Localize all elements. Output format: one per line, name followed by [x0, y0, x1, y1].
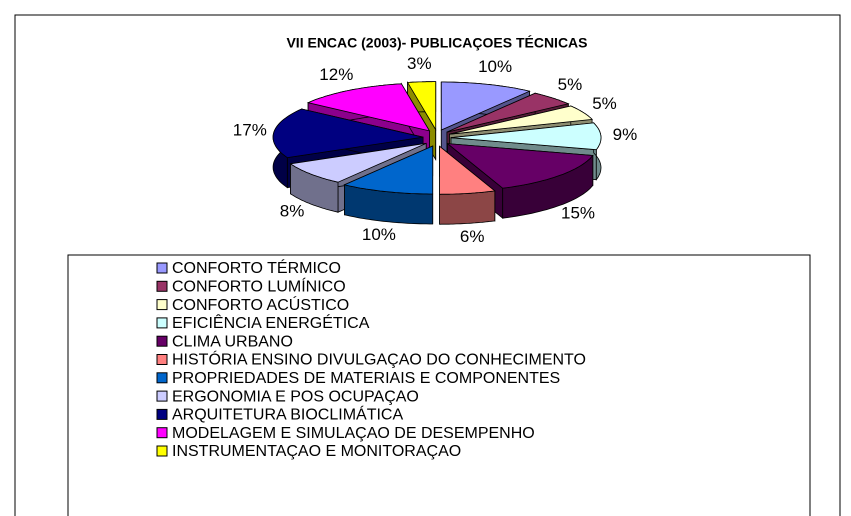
- legend-label: PROPRIEDADES DE MATERIAIS E COMPONENTES: [172, 370, 560, 387]
- pie-slice-group: [343, 145, 434, 225]
- legend-swatch: [156, 317, 168, 329]
- legend-swatch: [156, 335, 168, 347]
- legend-label: ERGONOMIA E POS OCUPAÇAO: [172, 388, 419, 405]
- data-label: 8%: [280, 202, 305, 221]
- legend-swatch: [156, 408, 168, 420]
- data-label: 17%: [233, 120, 267, 139]
- data-label: 6%: [460, 227, 485, 246]
- pie-slice: [449, 105, 593, 135]
- pie-slice: [406, 81, 437, 132]
- legend-box: [67, 254, 811, 516]
- legend-label: EFICIÊNCIA ENERGÉTICA: [172, 313, 370, 332]
- legend-swatch: [156, 390, 168, 402]
- data-label: 12%: [319, 65, 353, 84]
- pie-slice: [439, 145, 496, 195]
- legend-swatch: [156, 445, 168, 457]
- pie-slice: [450, 122, 602, 151]
- pie-slice: [446, 143, 594, 189]
- legend-label: INSTRUMENTAÇAO E MONITORAÇAO: [172, 443, 461, 460]
- data-label: 10%: [478, 57, 512, 76]
- legend-label: CONFORTO ACÚSTICO: [172, 295, 349, 314]
- legend-label: ARQUITETURA BIOCLIMÁTICA: [172, 405, 403, 424]
- data-label: 5%: [592, 94, 617, 113]
- data-label: 9%: [613, 125, 638, 144]
- legend-swatch: [156, 372, 168, 384]
- legend-swatch: [156, 262, 168, 274]
- legend-label: CONFORTO LUMÍNICO: [172, 277, 346, 296]
- legend-label: CONFORTO TÉRMICO: [172, 258, 341, 277]
- legend-swatch: [156, 280, 168, 292]
- pie-slice-group: [439, 145, 496, 225]
- data-label: 5%: [558, 75, 583, 94]
- data-label: 15%: [561, 203, 595, 222]
- legend-label: HISTÓRIA ENSINO DIVULGAÇAO DO CONHECIMEN…: [172, 350, 586, 369]
- pie-slice: [272, 108, 424, 159]
- slice-wall: [439, 190, 496, 225]
- pie-slice: [440, 81, 531, 131]
- data-label: 10%: [362, 225, 396, 244]
- chart-frame: [14, 14, 841, 516]
- pie-slice: [289, 143, 427, 183]
- legend-label: MODELAGEM E SIMULAÇAO DE DESEMPENHO: [172, 425, 535, 442]
- legend-swatch: [156, 427, 168, 439]
- chart-title: VII ENCAC (2003)- PUBLICAÇOES TÉCNICAS: [286, 35, 587, 51]
- legend-swatch: [156, 354, 168, 365]
- legend-swatch: [156, 299, 168, 311]
- pie-slice: [343, 145, 434, 195]
- pie-slice: [306, 83, 431, 132]
- data-label: 3%: [407, 54, 432, 73]
- legend-label: CLIMA URBANO: [172, 333, 293, 350]
- pie-slice: [446, 92, 570, 133]
